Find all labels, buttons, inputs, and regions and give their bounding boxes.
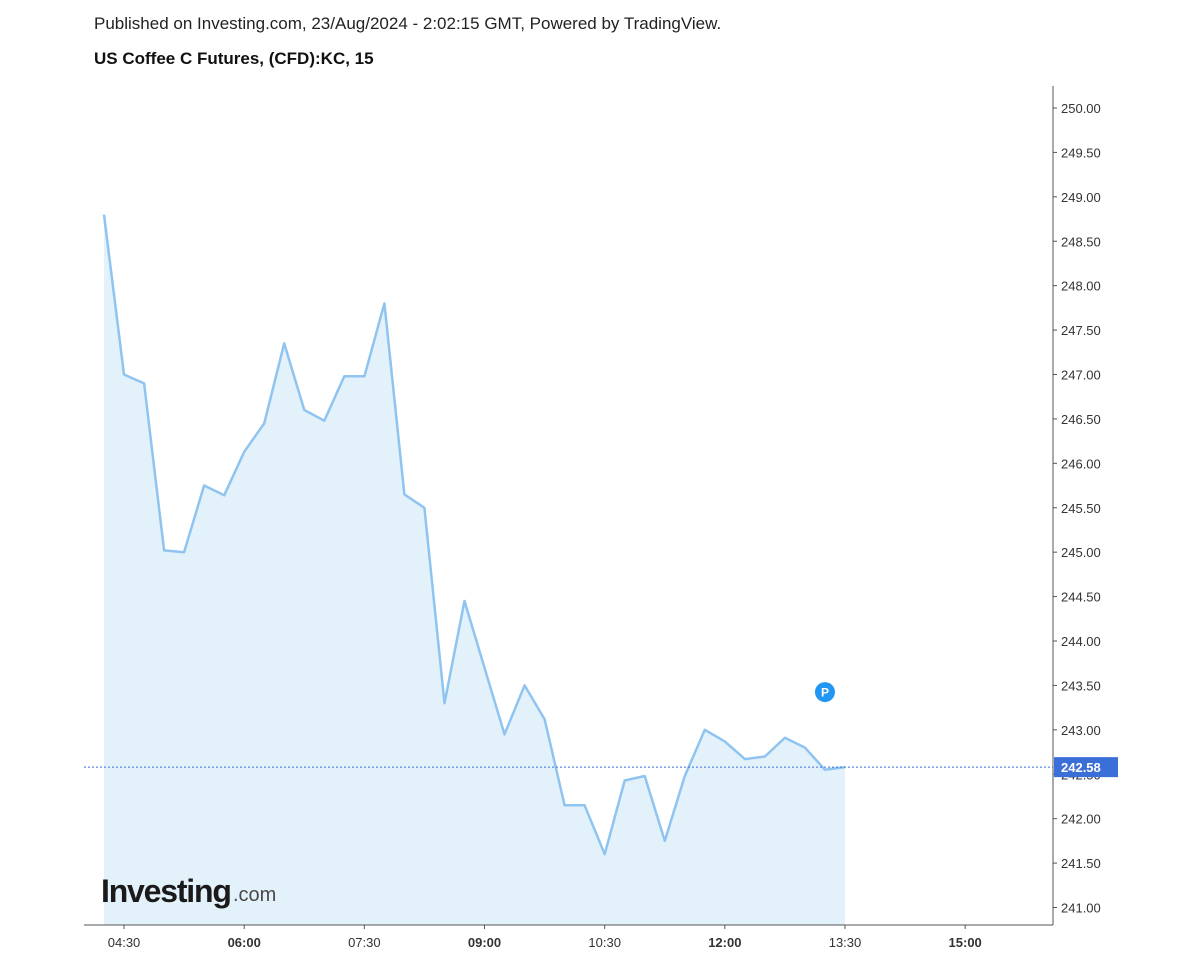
chart-title: US Coffee C Futures, (CFD):KC, 15	[94, 49, 374, 68]
y-tick-label: 241.00	[1061, 901, 1101, 916]
x-tick-label: 10:30	[588, 935, 621, 950]
y-tick-label: 250.00	[1061, 101, 1101, 116]
y-tick-label: 247.00	[1061, 368, 1101, 383]
logo-suffix-text: .com	[233, 884, 276, 906]
y-tick-label: 242.00	[1061, 812, 1101, 827]
series-area	[104, 214, 845, 926]
y-tick-label: 246.50	[1061, 412, 1101, 427]
x-tick-label: 12:00	[708, 935, 741, 950]
published-note: Published on Investing.com, 23/Aug/2024 …	[94, 14, 722, 33]
event-marker[interactable]	[814, 682, 835, 703]
x-tick-label: 07:30	[348, 935, 381, 950]
x-tick-label: 09:00	[468, 935, 501, 950]
current-price-label: 242.58	[1061, 760, 1101, 775]
y-tick-label: 247.50	[1061, 323, 1101, 338]
x-tick-label: 04:30	[108, 935, 141, 950]
axis-layer: 241.00241.50242.00242.50243.00243.50244.…	[84, 86, 1101, 950]
y-tick-label: 248.00	[1061, 279, 1101, 294]
area-layer	[102, 214, 846, 926]
event-marker-label: P	[821, 686, 829, 700]
y-tick-label: 244.50	[1061, 590, 1101, 605]
y-tick-label: 249.50	[1061, 145, 1101, 160]
y-tick-label: 243.00	[1061, 723, 1101, 738]
y-tick-label: 248.50	[1061, 234, 1101, 249]
x-tick-label: 13:30	[829, 935, 862, 950]
x-tick-label: 06:00	[228, 935, 261, 950]
y-tick-label: 245.50	[1061, 501, 1101, 516]
marker-layer: P	[814, 682, 835, 703]
y-tick-label: 245.00	[1061, 545, 1101, 560]
y-tick-label: 243.50	[1061, 678, 1101, 693]
logo-main-text: Investing	[101, 873, 231, 909]
current-price-layer: 242.58	[84, 757, 1118, 778]
current-price-badge	[1054, 757, 1118, 778]
x-tick-label: 15:00	[949, 935, 982, 950]
y-tick-label: 246.00	[1061, 456, 1101, 471]
series-line	[102, 214, 846, 856]
y-tick-label: 241.50	[1061, 856, 1101, 871]
y-tick-label: 249.00	[1061, 190, 1101, 205]
investing-logo: Investing .com	[101, 873, 276, 909]
y-tick-label: 244.00	[1061, 634, 1101, 649]
